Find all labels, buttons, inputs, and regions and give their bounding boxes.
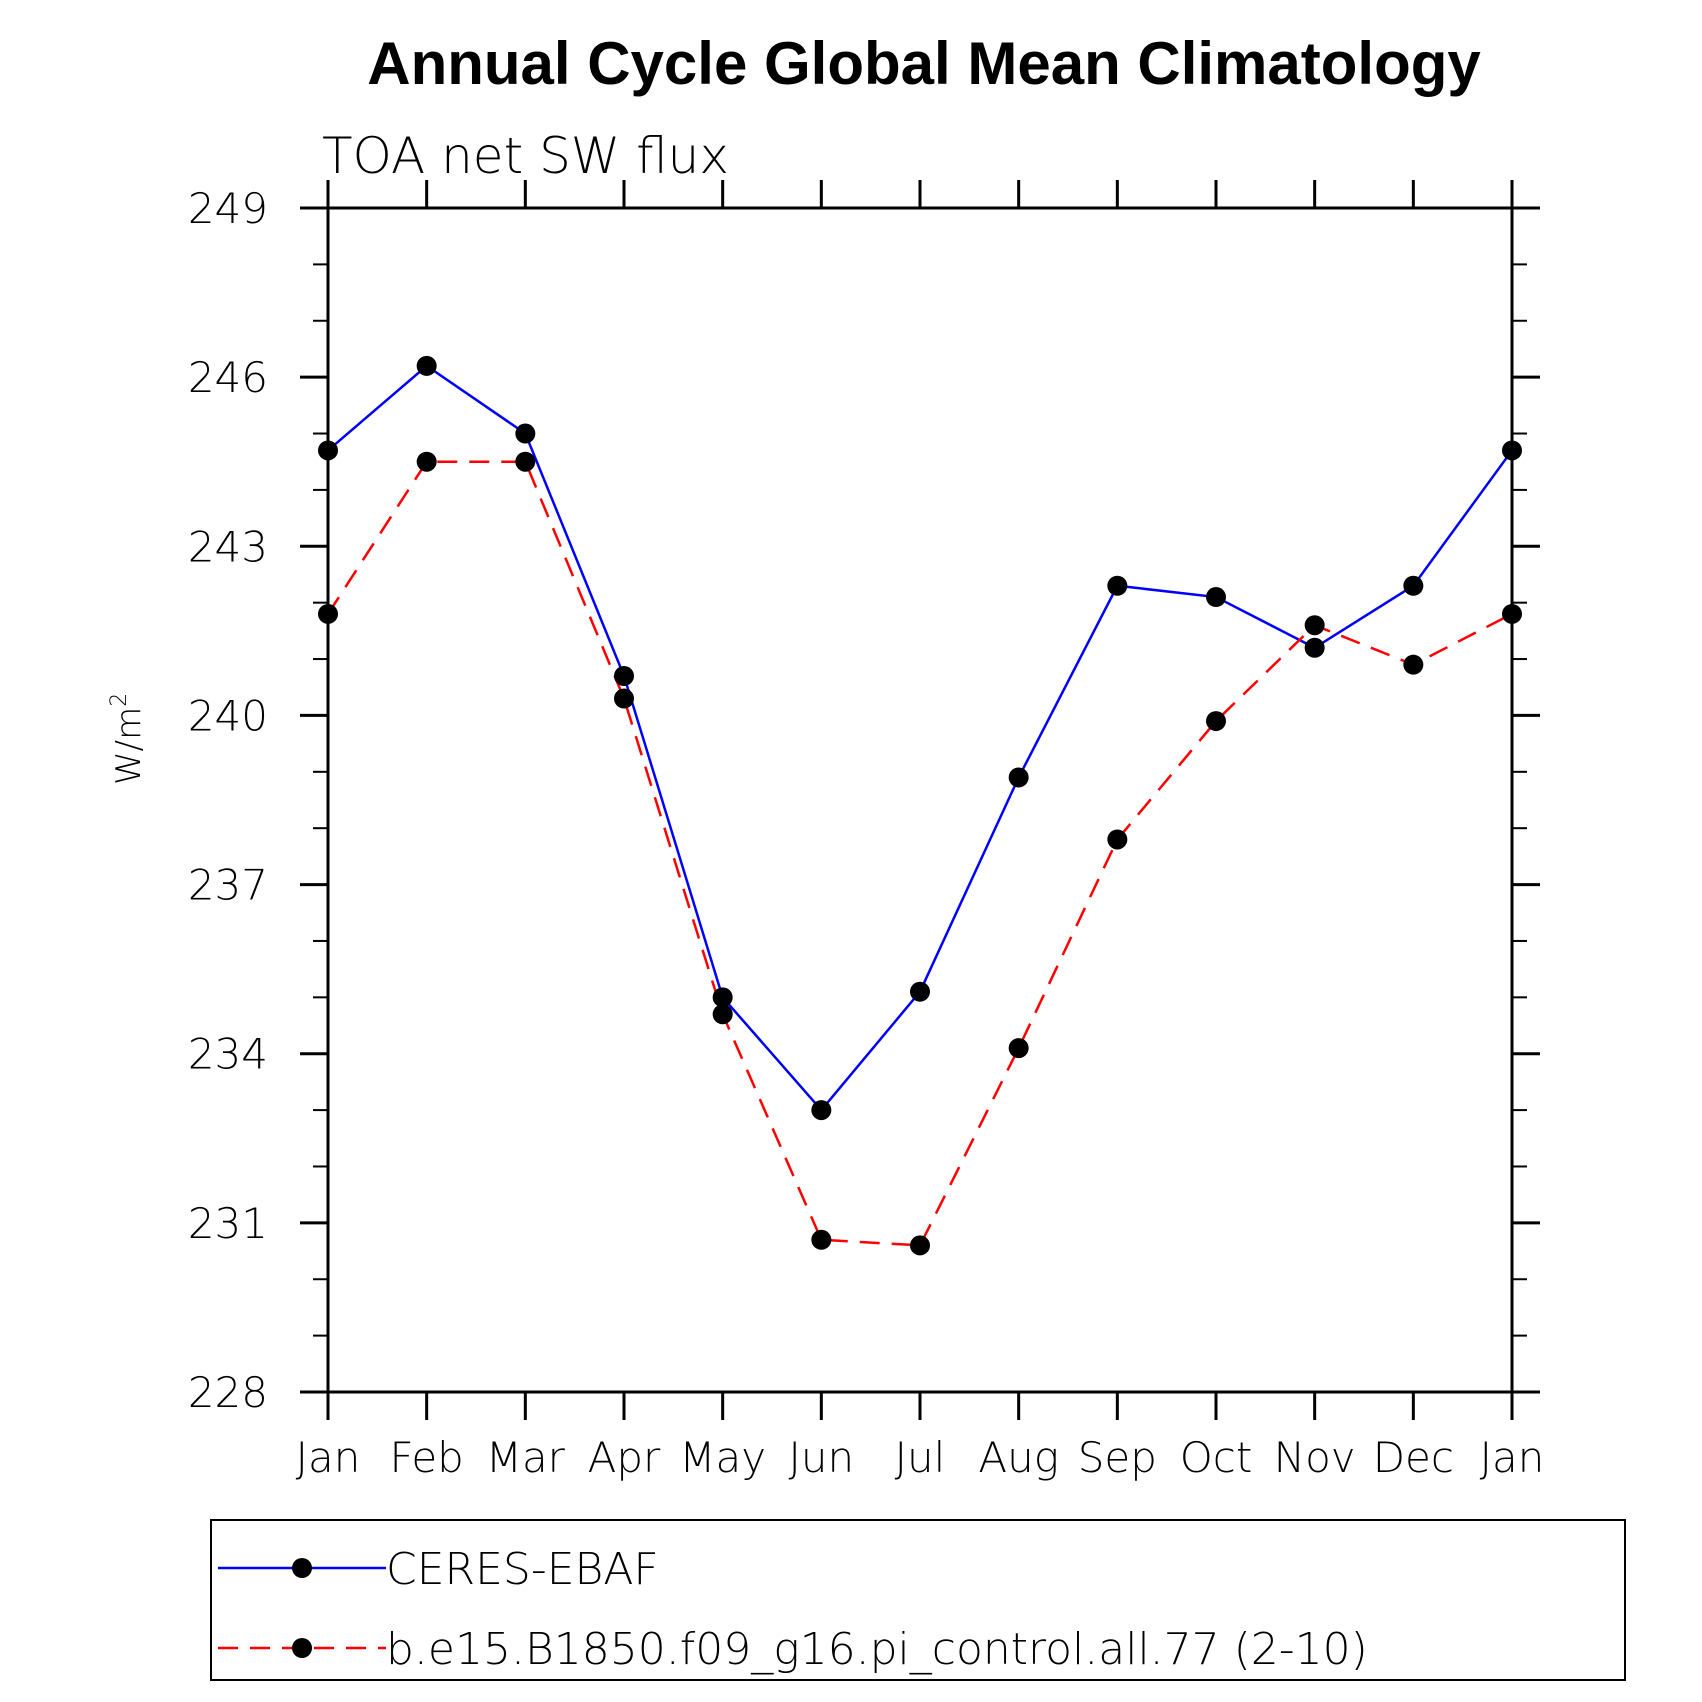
data-point bbox=[515, 423, 536, 444]
series-line-b-e15-b1850-f09-g16-pi-control-all-77-2-10 bbox=[326, 460, 1513, 1247]
data-point bbox=[416, 451, 437, 472]
x-tick-label: Dec bbox=[1373, 1433, 1454, 1482]
x-tick-label: Oct bbox=[1180, 1433, 1253, 1482]
legend: CERES-EBAF b.e15.B1850.f09_g16.pi_control… bbox=[210, 1519, 1626, 1681]
y-tick-label: 231 bbox=[188, 1199, 268, 1248]
y-tick-label: 240 bbox=[188, 691, 268, 740]
data-point bbox=[1304, 615, 1325, 636]
legend-marker bbox=[292, 1558, 312, 1578]
data-point bbox=[614, 665, 634, 686]
data-point bbox=[1403, 654, 1424, 675]
y-tick-label: 228 bbox=[188, 1368, 268, 1417]
data-point bbox=[1206, 587, 1226, 608]
y-tick-label: 234 bbox=[188, 1030, 268, 1079]
legend-label: CERES-EBAF bbox=[386, 1544, 659, 1595]
x-tick-label: Sep bbox=[1078, 1433, 1157, 1482]
data-point bbox=[811, 1229, 832, 1250]
data-point bbox=[712, 1004, 733, 1025]
legend-marker bbox=[292, 1638, 312, 1658]
plot-frame bbox=[326, 206, 1514, 1394]
data-point bbox=[712, 987, 733, 1008]
legend-label: b.e15.B1850.f09_g16.pi_control.all.77 (2… bbox=[386, 1624, 1368, 1675]
data-point bbox=[1107, 829, 1128, 850]
y-axis-label-superscript: 2 bbox=[107, 693, 132, 707]
data-point bbox=[318, 603, 338, 624]
data-point bbox=[1304, 637, 1325, 658]
axis-ticks: Jan Feb Mar Apr May Jun Jul Aug Sep Oct Nov Dec Jan 2… bbox=[188, 180, 1545, 1482]
legend-items: CERES-EBAF b.e15.B1850.f09_g16.pi_control… bbox=[218, 1544, 1368, 1675]
y-tick-label: 237 bbox=[188, 861, 268, 910]
y-tick-label: 249 bbox=[188, 184, 268, 233]
data-point bbox=[1107, 575, 1128, 596]
x-tick-label: Jan bbox=[296, 1433, 361, 1482]
y-tick-label: 246 bbox=[188, 353, 268, 402]
x-tick-label: Apr bbox=[588, 1433, 661, 1482]
x-tick-label: Jun bbox=[789, 1433, 855, 1482]
data-point bbox=[910, 1235, 930, 1256]
chart-subtitle: TOA net SW flux bbox=[322, 127, 729, 185]
data-point bbox=[910, 981, 930, 1002]
x-tick-label: Nov bbox=[1274, 1433, 1356, 1482]
data-point bbox=[318, 440, 338, 461]
data-point bbox=[1403, 575, 1424, 596]
data-point bbox=[1008, 1038, 1029, 1059]
x-tick-label: May bbox=[679, 1433, 766, 1482]
data-point bbox=[1502, 440, 1522, 461]
series-layer bbox=[318, 355, 1522, 1256]
data-point bbox=[515, 451, 536, 472]
x-tick-label: Jan bbox=[1480, 1433, 1545, 1482]
legend-box bbox=[210, 1519, 1626, 1681]
data-point bbox=[1206, 711, 1226, 732]
data-point bbox=[1502, 603, 1522, 624]
x-tick-label: Jul bbox=[895, 1433, 946, 1482]
chart-title: Annual Cycle Global Mean Climatology bbox=[367, 30, 1481, 97]
y-axis-label-text: W/m bbox=[109, 707, 149, 785]
x-tick-label: Aug bbox=[978, 1433, 1059, 1482]
data-point bbox=[614, 688, 634, 709]
x-tick-label: Mar bbox=[486, 1433, 566, 1482]
data-point bbox=[811, 1100, 832, 1121]
data-point bbox=[416, 355, 437, 376]
x-tick-label: Feb bbox=[389, 1433, 463, 1482]
y-tick-label: 243 bbox=[188, 522, 268, 571]
y-axis-label: W/m2 bbox=[107, 693, 149, 785]
data-point bbox=[1008, 767, 1029, 788]
